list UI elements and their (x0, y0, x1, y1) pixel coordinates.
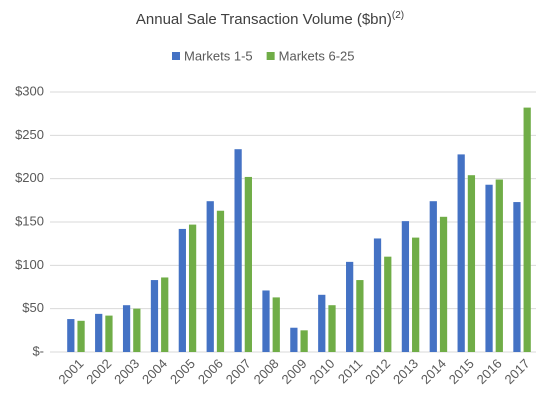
legend-label: Markets 6-25 (279, 48, 355, 63)
x-tick-label: 2012 (362, 356, 393, 387)
legend-label: Markets 1-5 (184, 48, 253, 63)
x-tick-label: 2017 (502, 356, 533, 387)
bar (318, 294, 326, 352)
bar (206, 201, 214, 352)
bar (77, 320, 85, 352)
x-tick-label: 2007 (223, 356, 254, 387)
x-tick-label: 2016 (474, 356, 505, 387)
bar (356, 280, 364, 352)
y-tick-label: $50 (22, 300, 44, 315)
x-tick-label: 2015 (446, 356, 477, 387)
bar (328, 305, 336, 352)
x-tick-label: 2002 (83, 356, 114, 387)
x-tick-label: 2014 (418, 356, 449, 387)
y-tick-label: $100 (15, 257, 44, 272)
bar (523, 107, 531, 352)
bar (244, 176, 252, 352)
bar (300, 330, 308, 352)
bar (272, 297, 280, 352)
bar (401, 221, 410, 352)
x-tick-label: 2009 (278, 356, 309, 387)
bar (373, 238, 382, 352)
bar (234, 149, 242, 352)
bar (150, 280, 159, 352)
y-tick-label: $- (32, 343, 44, 358)
x-tick-label: 2004 (139, 356, 170, 387)
x-tick-label: 2001 (55, 356, 86, 387)
bar (216, 210, 225, 352)
bar (384, 256, 392, 352)
x-tick-label: 2006 (195, 356, 226, 387)
bar (513, 202, 521, 352)
chart-title: Annual Sale Transaction Volume ($bn)(2) (136, 10, 404, 28)
bar (188, 224, 197, 352)
bar (133, 308, 141, 352)
y-tick-label: $300 (15, 83, 44, 98)
bar (161, 277, 169, 352)
y-tick-label: $200 (15, 170, 44, 185)
x-tick-label: 2013 (390, 356, 421, 387)
y-tick-label: $150 (15, 213, 44, 228)
bar (346, 261, 354, 352)
x-tick-label: 2005 (167, 356, 198, 387)
title-text: Annual Sale Transaction Volume ($bn) (136, 11, 392, 28)
bar (122, 305, 131, 352)
y-tick-label: $250 (15, 127, 44, 142)
legend-swatch (172, 52, 180, 60)
bar (178, 228, 186, 352)
title-note: (2) (392, 10, 404, 21)
x-tick-label: 2003 (111, 356, 142, 387)
bar (485, 184, 493, 352)
x-tick-label: 2010 (306, 356, 337, 387)
bar (412, 237, 420, 352)
x-tick-label: 2011 (335, 356, 365, 386)
bar (95, 313, 103, 352)
bar (67, 319, 75, 352)
bar (439, 216, 448, 352)
bar (467, 175, 476, 352)
bar (429, 201, 437, 352)
bar (290, 327, 298, 352)
legend-swatch (266, 52, 275, 60)
bar (457, 154, 465, 352)
bar (105, 315, 113, 352)
bar (495, 179, 503, 352)
x-tick-label: 2008 (251, 356, 282, 387)
bar (262, 290, 270, 352)
